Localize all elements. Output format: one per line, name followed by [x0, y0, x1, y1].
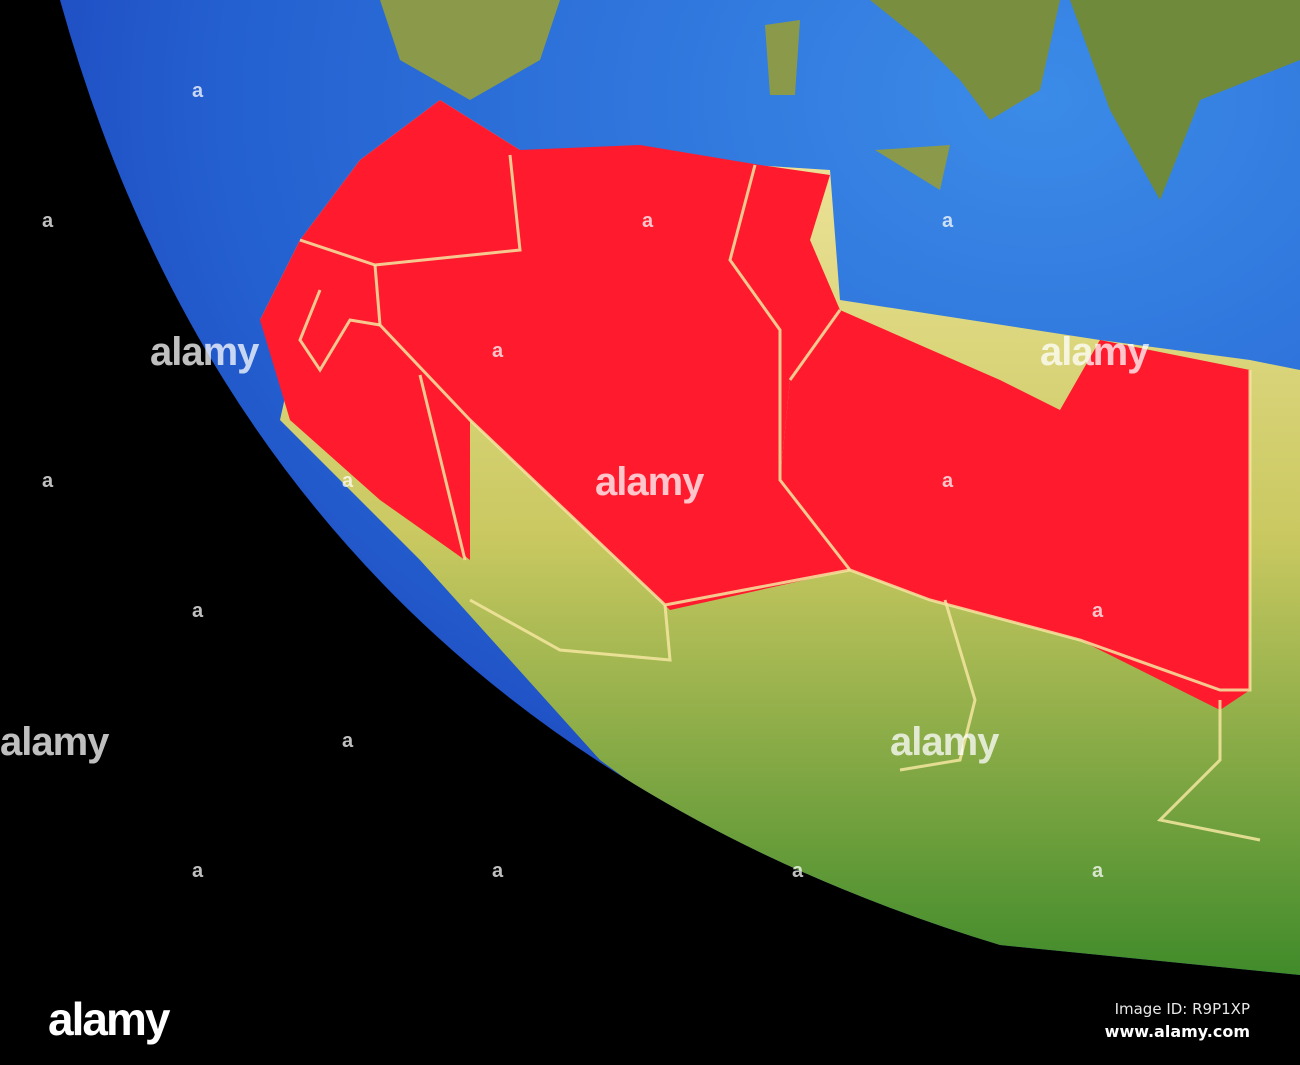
land-sardinia: [765, 20, 800, 95]
land-europe-balkans: [1070, 0, 1300, 200]
watermark-mark: a: [1092, 860, 1104, 882]
land-sicily: [875, 145, 950, 190]
watermark-mark: a: [42, 210, 54, 232]
watermark: alamy: [1040, 330, 1149, 374]
land-europe-italy: [870, 0, 1060, 120]
watermark: alamy: [890, 720, 999, 764]
watermark-mark: a: [792, 860, 804, 882]
country-borders: [298, 154, 1261, 842]
land-europe-iberia: [380, 0, 560, 100]
alamy-logo: alamy: [48, 993, 170, 1045]
globe-scene: [60, 0, 1300, 975]
watermark-mark: a: [492, 860, 504, 882]
watermark: alamy: [150, 330, 259, 374]
watermark-mark: a: [192, 80, 204, 102]
highlight-libya: [780, 310, 1250, 710]
watermark-mark: a: [942, 470, 954, 492]
watermark-mark: a: [192, 600, 204, 622]
watermark: alamy: [0, 720, 109, 764]
watermark-mark: a: [942, 210, 954, 232]
watermark-mark: a: [342, 730, 354, 752]
watermark-mark: a: [492, 340, 504, 362]
image-id: Image ID: R9P1XP: [1114, 1000, 1250, 1018]
watermark-mark: a: [42, 470, 54, 492]
website-url: www.alamy.com: [1104, 1022, 1250, 1041]
watermark-mark: a: [642, 210, 654, 232]
watermark-mark: a: [1092, 600, 1104, 622]
watermark-mark: a: [342, 470, 354, 492]
highlight-mauritania-strip: [290, 380, 465, 560]
watermark: alamy: [595, 460, 704, 504]
watermark-mark: a: [192, 860, 204, 882]
